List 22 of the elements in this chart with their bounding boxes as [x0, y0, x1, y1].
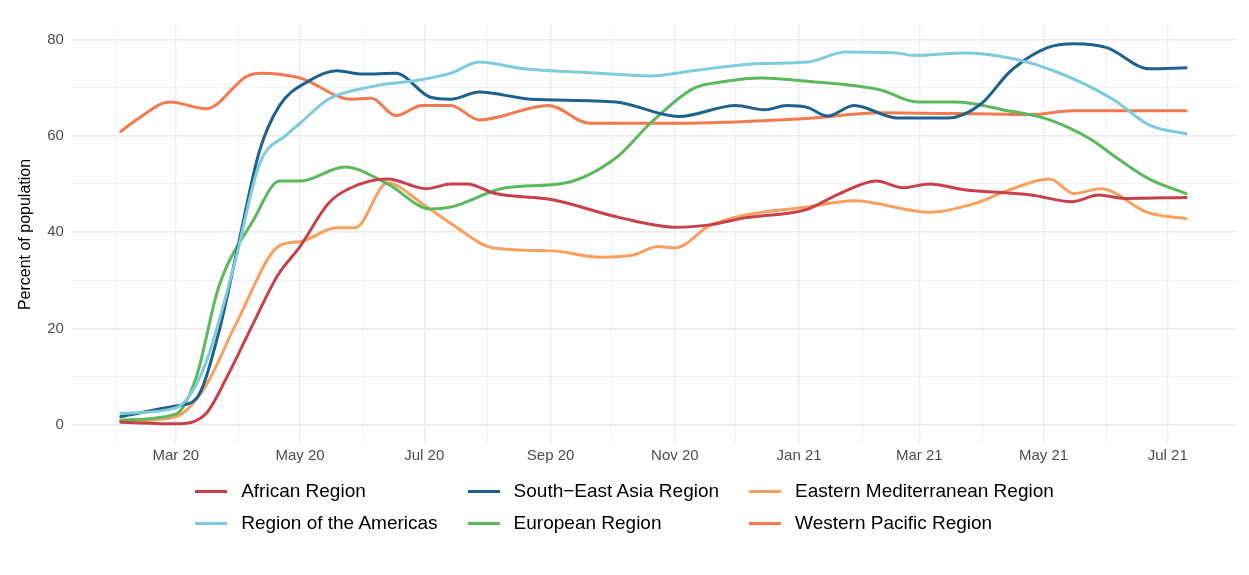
- x-tick-label: Nov 20: [651, 446, 699, 464]
- y-tick-label: 0: [55, 414, 64, 432]
- x-tick-label: Jan 21: [776, 446, 822, 464]
- x-tick-label: Sep 20: [526, 446, 575, 464]
- line-series: [119, 71, 1188, 133]
- y-tick-label: 80: [47, 29, 64, 47]
- y-tick-label: 60: [47, 125, 64, 143]
- y-tick-label: 20: [47, 318, 64, 336]
- legend-label: European Region: [513, 512, 662, 534]
- legend-label: African Region: [241, 480, 366, 502]
- legend-label: South−East Asia Region: [513, 480, 720, 502]
- y-tick-label: 40: [47, 222, 64, 240]
- x-tick-label: Jul 20: [404, 446, 445, 464]
- y-axis-title: Percent of population: [16, 158, 34, 311]
- legend-label: Western Pacific Region: [795, 512, 993, 534]
- x-tick-label: Jul 21: [1147, 446, 1188, 464]
- x-tick-label: May 21: [1018, 446, 1069, 464]
- x-tick-label: Mar 21: [895, 446, 943, 464]
- x-tick-label: Mar 20: [152, 446, 200, 464]
- legend-label: Region of the Americas: [241, 512, 438, 534]
- x-tick-label: May 20: [275, 446, 325, 464]
- legend-label: Eastern Mediterranean Region: [795, 480, 1054, 502]
